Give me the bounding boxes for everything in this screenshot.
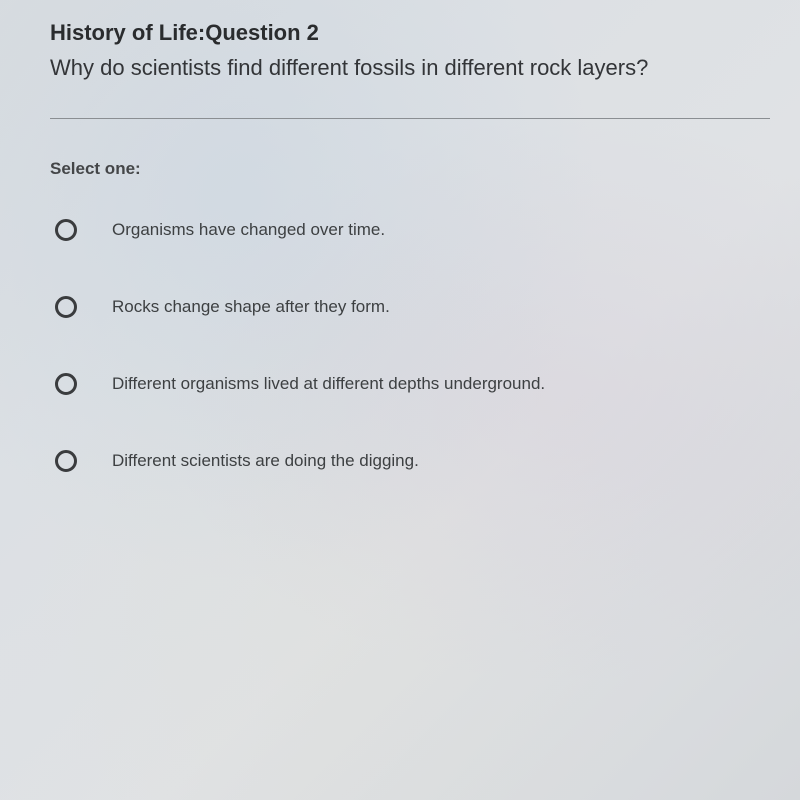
divider: [50, 118, 770, 119]
option-row[interactable]: Different scientists are doing the diggi…: [50, 450, 770, 472]
option-label: Different organisms lived at different d…: [112, 373, 545, 395]
option-label: Rocks change shape after they form.: [112, 296, 390, 318]
radio-button[interactable]: [55, 219, 77, 241]
option-row[interactable]: Organisms have changed over time.: [50, 219, 770, 241]
option-row[interactable]: Different organisms lived at different d…: [50, 373, 770, 395]
radio-button[interactable]: [55, 373, 77, 395]
quiz-title: History of Life:Question 2: [50, 20, 770, 46]
quiz-container: History of Life:Question 2 Why do scient…: [50, 20, 770, 472]
option-row[interactable]: Rocks change shape after they form.: [50, 296, 770, 318]
select-prompt: Select one:: [50, 159, 770, 179]
quiz-question: Why do scientists find different fossils…: [50, 54, 770, 83]
option-label: Different scientists are doing the diggi…: [112, 450, 419, 472]
option-label: Organisms have changed over time.: [112, 219, 385, 241]
radio-button[interactable]: [55, 450, 77, 472]
radio-button[interactable]: [55, 296, 77, 318]
